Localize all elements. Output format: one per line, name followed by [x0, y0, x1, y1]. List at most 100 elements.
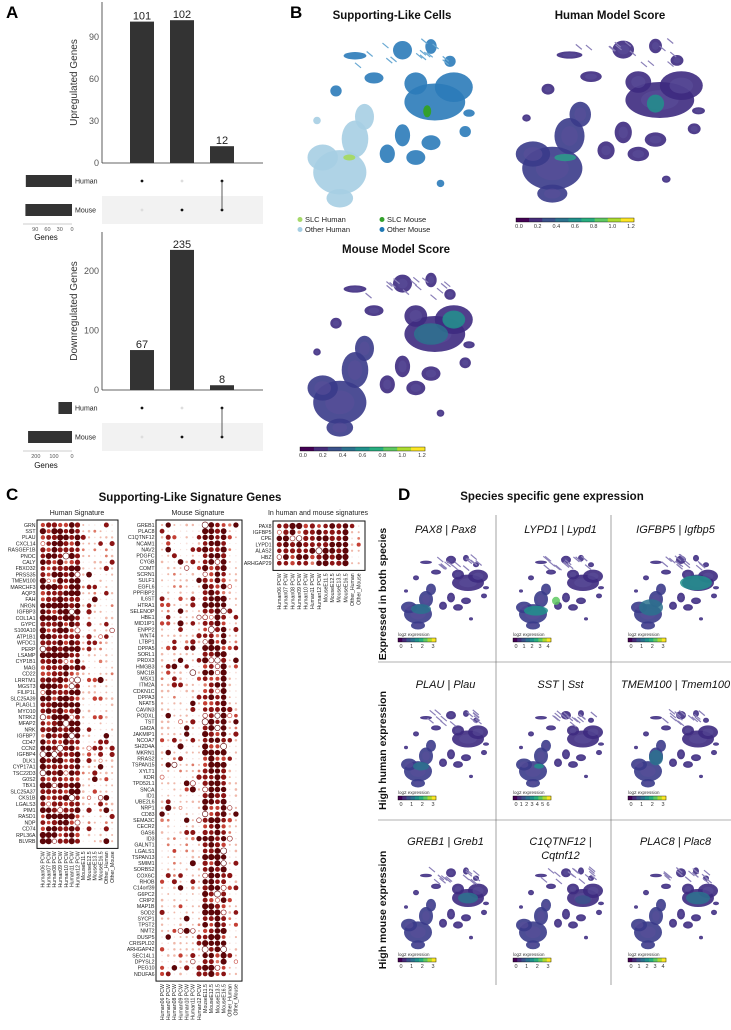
panel-label-d: D [398, 485, 410, 504]
expression-dot [40, 621, 46, 627]
expression-dot [234, 708, 238, 711]
umap-strand [427, 717, 434, 724]
colorbar-tick: 1 [525, 964, 528, 970]
expression-dot [214, 768, 221, 774]
expression-dot [190, 596, 196, 602]
expression-dot [185, 837, 189, 841]
expression-dot [167, 591, 170, 594]
expression-dot [105, 561, 108, 564]
umap-cluster-core [699, 775, 703, 778]
expression-dot [214, 847, 221, 854]
column-label: Human07 PCW [46, 851, 52, 887]
umap-cluster-core [414, 891, 418, 895]
umap-strand [566, 563, 574, 570]
expression-dot [82, 617, 84, 619]
y-axis-title: Upregulated Genes [69, 39, 80, 126]
expression-dot [235, 942, 237, 944]
expression-dot [196, 565, 202, 571]
expression-dot [185, 530, 188, 532]
expression-dot [161, 874, 163, 877]
umap-cluster-core [634, 746, 638, 749]
expression-dot [51, 751, 58, 758]
expression-dot [111, 579, 114, 582]
expression-dot [81, 548, 85, 552]
umap-strand [615, 44, 622, 51]
expression-dot [208, 694, 215, 701]
expression-dot [227, 645, 232, 651]
expression-dot [185, 616, 188, 619]
expression-dot [173, 708, 176, 711]
umap-cluster-core [644, 732, 648, 736]
expression-dot [197, 622, 201, 625]
expression-dot [173, 782, 176, 785]
expression-dot [57, 540, 64, 547]
umap-cluster-core [543, 586, 549, 593]
expression-dot [165, 615, 171, 620]
colorbar-tick: 3 [661, 802, 664, 808]
expression-dot [173, 898, 176, 902]
umap-cluster-core [658, 901, 664, 909]
expression-dot [82, 660, 85, 663]
expression-dot [220, 639, 227, 645]
expression-dot [290, 560, 295, 566]
umap-cluster-core [601, 145, 611, 156]
expression-dot [63, 770, 69, 776]
y-tick-label: 200 [84, 266, 99, 276]
expression-dot [198, 714, 200, 717]
colorbar-tick: 3 [546, 964, 549, 970]
expression-dot [283, 523, 289, 529]
expression-dot [46, 727, 52, 733]
expression-dot [208, 830, 214, 835]
expression-dot [202, 897, 208, 903]
expression-dot [62, 645, 70, 653]
expression-dot [229, 880, 231, 883]
umap-strand [577, 716, 584, 723]
gene-label: CD22 [22, 672, 35, 678]
gene-label: SH2D4A [134, 744, 155, 750]
umap-cluster-core [685, 605, 691, 610]
expression-dot [190, 602, 196, 608]
expression-dot [93, 765, 96, 768]
umap-cluster-core [529, 732, 533, 736]
expression-dot [202, 743, 209, 750]
umap-cluster-core [422, 911, 430, 921]
expression-dot [161, 554, 163, 557]
expression-dot [215, 805, 220, 810]
expression-dot [111, 735, 113, 737]
expression-dot [74, 627, 81, 634]
expression-dot [165, 799, 171, 805]
umap-cluster-core [704, 718, 708, 722]
gene-label: GALNT1 [134, 843, 154, 849]
expression-dot [161, 844, 163, 846]
umap-cluster-core [584, 936, 588, 939]
expression-dot [74, 559, 81, 565]
expression-dot [235, 899, 237, 901]
expression-dot [167, 850, 170, 852]
expression-dot [82, 580, 85, 582]
colorbar-segment [568, 218, 582, 222]
expression-dot [93, 759, 97, 762]
expression-dot [82, 728, 84, 731]
gene-label: NAV2 [141, 547, 154, 553]
expression-dot [185, 603, 188, 607]
expression-dot [198, 794, 200, 797]
umap-cluster-core [398, 360, 407, 373]
umap-cluster-core [472, 728, 484, 736]
expression-dot [190, 829, 196, 836]
expression-dot [45, 677, 52, 683]
umap-strand [385, 57, 393, 64]
expression-dot [99, 610, 102, 613]
expression-dot [235, 610, 237, 612]
umap-strand [443, 281, 451, 288]
expression-dot [93, 647, 97, 651]
gene-label: IGFBP5 [253, 530, 272, 536]
expression-dot [57, 707, 64, 715]
expression-dot [57, 547, 63, 553]
umap-strand [661, 561, 669, 568]
expression-dot [233, 811, 239, 817]
expression-dot [202, 952, 208, 959]
expression-dot [166, 670, 171, 675]
expression-dot [179, 966, 182, 969]
expression-dot [104, 821, 108, 824]
umap-cluster-core [714, 743, 718, 746]
